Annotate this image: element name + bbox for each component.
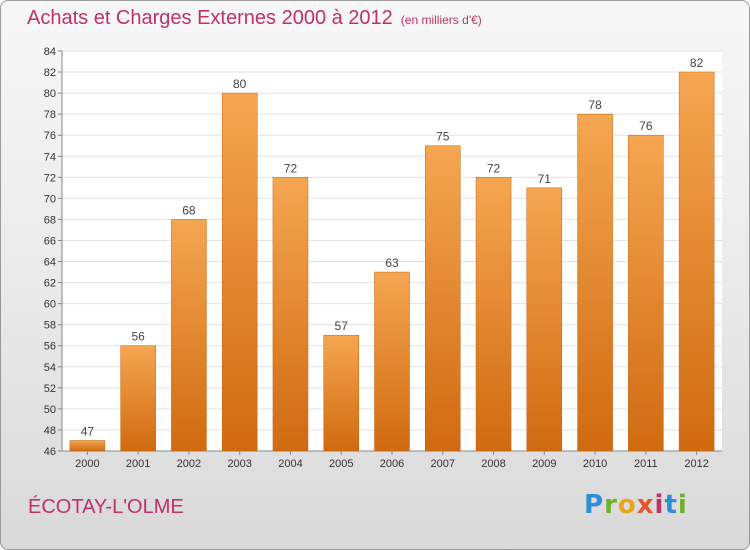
chart-title: Achats et Charges Externes 2000 à 2012 (e… (27, 7, 482, 30)
y-tick-label: 68 (44, 214, 56, 226)
data-label-2009: 71 (538, 172, 552, 186)
x-tick-label: 2009 (532, 458, 556, 470)
bar-2001 (120, 345, 156, 452)
bar-2010 (577, 113, 613, 452)
logo-letter: r (604, 490, 618, 520)
y-tick-label: 70 (44, 193, 56, 205)
y-tick-label: 66 (44, 235, 56, 247)
data-label-2005: 57 (335, 319, 349, 333)
data-label-2002: 68 (182, 203, 196, 217)
y-tick-label: 64 (44, 257, 56, 269)
x-tick-label: 2001 (126, 458, 150, 470)
y-tick-label: 54 (44, 362, 56, 374)
x-tick-label: 2002 (177, 458, 201, 470)
x-tick-label: 2005 (329, 458, 353, 470)
bar-2008 (475, 177, 512, 452)
bar-2000 (69, 440, 106, 452)
y-tick-label: 50 (44, 404, 56, 416)
y-tick-label: 82 (44, 67, 56, 79)
data-label-2012: 82 (690, 56, 704, 70)
y-tick-label: 74 (44, 151, 56, 163)
commune-name: ÉCOTAY-L'OLME (28, 496, 184, 518)
logo-letter: o (617, 490, 637, 520)
data-label-2004: 72 (284, 161, 298, 175)
y-tick-label: 56 (44, 341, 56, 353)
data-label-2006: 63 (385, 256, 399, 270)
data-label-2011: 76 (639, 119, 653, 133)
logo-letter: x (636, 490, 655, 520)
y-tick-label: 80 (44, 88, 56, 100)
y-tick-label: 72 (44, 172, 56, 184)
y-tick-label: 62 (44, 278, 56, 290)
bar-2012 (678, 71, 715, 452)
title-text: Achats et Charges Externes 2000 à 2012 (27, 7, 393, 29)
y-tick-label: 60 (44, 299, 56, 311)
x-tick-label: 2004 (278, 458, 302, 470)
proxiti-logo: Proxiti (584, 490, 688, 520)
bar-2006 (374, 271, 410, 452)
data-label-2008: 72 (487, 161, 501, 175)
bar-2004 (272, 177, 309, 452)
data-label-2003: 80 (233, 77, 247, 91)
logo-letter: i (654, 490, 665, 520)
y-tick-label: 48 (44, 425, 56, 437)
bar-2002 (171, 219, 207, 452)
x-tick-label: 2008 (481, 458, 505, 470)
y-tick-label: 46 (44, 446, 56, 458)
data-label-2007: 75 (436, 130, 450, 144)
y-tick-label: 52 (44, 383, 56, 395)
x-tick-label: 2003 (227, 458, 251, 470)
bar-2009 (526, 187, 563, 452)
logo-letter: t (664, 490, 678, 520)
bar-2003 (221, 92, 258, 452)
x-tick-label: 2011 (634, 458, 658, 470)
bar-2005 (323, 334, 359, 452)
y-tick-label: 76 (44, 130, 56, 142)
unit-label: (en milliers d'€) (400, 13, 482, 27)
logo-letter: i (677, 490, 688, 520)
x-tick-label: 2012 (684, 458, 708, 470)
bar-2007 (425, 145, 461, 452)
x-tick-label: 2000 (75, 458, 99, 470)
y-tick-label: 84 (44, 46, 56, 58)
logo-letter: P (584, 490, 605, 520)
x-tick-label: 2007 (431, 458, 455, 470)
bar-2011 (628, 134, 664, 452)
x-tick-label: 2006 (380, 458, 404, 470)
data-label-2010: 78 (588, 98, 602, 112)
data-label-2000: 47 (81, 424, 95, 438)
y-tick-label: 78 (44, 109, 56, 121)
y-tick-label: 58 (44, 320, 56, 332)
data-label-2001: 56 (131, 330, 145, 344)
x-tick-label: 2010 (583, 458, 607, 470)
